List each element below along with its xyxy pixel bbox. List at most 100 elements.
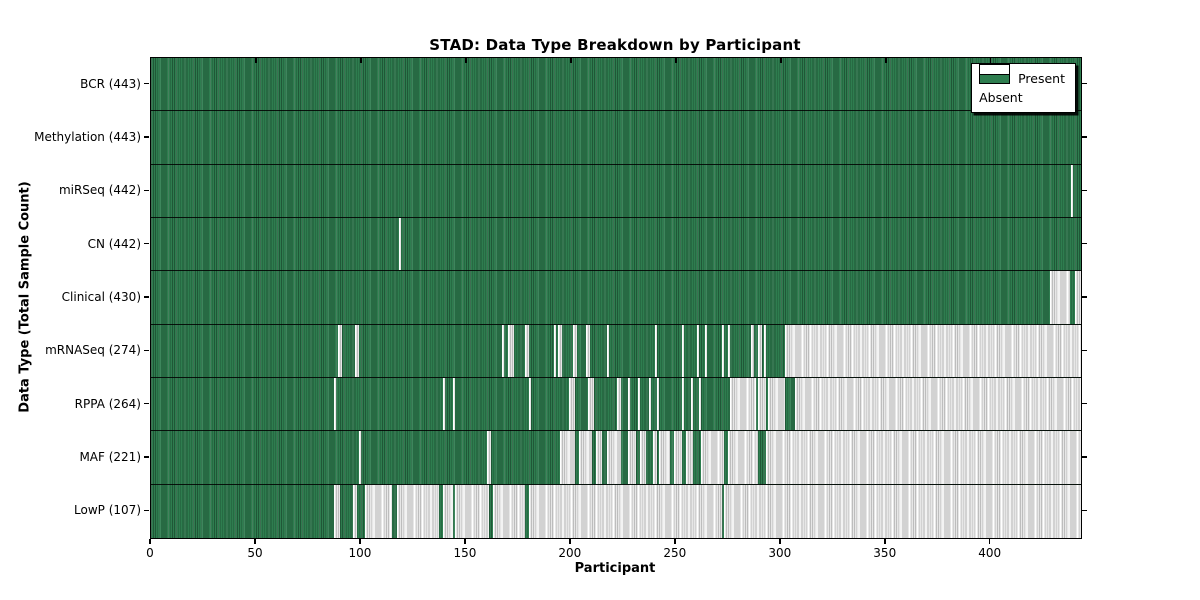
row-lowp [151,484,1081,538]
row-maf [151,431,1081,485]
absent-segment [337,324,343,377]
x-tick-bottom [149,538,151,544]
absent-segment [606,324,609,377]
absent-segment [585,324,590,377]
row-label-mrnaseq: mRNASeq (274) [45,343,141,358]
absent-segment [656,377,660,431]
x-tick-bottom [884,538,886,544]
absent-segment [724,484,1081,538]
absent-segment [453,377,456,431]
absent-segment [648,377,651,431]
absent-segment [396,484,439,538]
absent-segment [1049,271,1071,324]
absent-segment [652,431,657,484]
absent-segment [358,431,361,484]
row-label-mirseq: miRSeq (442) [58,183,141,198]
absent-segment [659,431,670,484]
x-tick-label: 250 [663,546,687,560]
row-bcr [151,58,1081,112]
row-cn [151,217,1081,272]
absent-segment [333,484,340,538]
absent-segment [528,484,722,538]
absent-segment [493,484,525,538]
absent-segment [606,431,622,484]
x-axis-label: Participant [574,561,656,576]
absent-segment [455,484,489,538]
legend-label-absent: Absent [979,90,1023,105]
absent-segment [579,431,592,484]
absent-segment [596,431,603,484]
absent-segment [766,431,1081,484]
absent-segment [398,217,401,271]
row-label-rppa: RPPA (264) [74,396,141,411]
row-label-lowp: LowP (107) [74,503,141,518]
absent-segment [698,377,702,431]
absent-segment [554,324,557,377]
absent-segment [617,377,622,431]
absent-segment [757,324,762,377]
absent-segment [501,324,504,377]
absent-segment [784,324,1081,377]
row-clinical [151,271,1081,325]
row-label-bcr: BCR (443) [80,76,141,91]
y-tick-left [144,349,149,352]
absent-segment [705,324,708,377]
absent-segment [764,324,767,377]
legend-swatch-absent [979,64,1011,75]
absent-segment [442,484,454,538]
y-tick-left [144,82,149,85]
x-tick-label: 50 [247,546,263,560]
absent-segment [442,377,445,431]
x-tick-label: 200 [558,546,582,560]
absent-segment [558,324,563,377]
row-rppa [151,377,1081,432]
x-tick-top [465,58,467,63]
row-label-maf: MAF (221) [79,450,141,464]
absent-segment [682,377,685,431]
x-tick-bottom [254,538,256,544]
legend-item-absent: Absent [979,64,1065,107]
absent-segment [486,431,492,484]
absent-segment [728,431,758,484]
absent-segment [627,431,636,484]
absent-segment [587,377,594,431]
row-mirseq [151,164,1081,218]
row-label-clinical: Clinical (430) [61,290,141,304]
x-tick-top [989,58,992,63]
y-tick-right [1082,82,1087,85]
absent-segment [722,324,725,377]
absent-segment [354,324,359,377]
x-tick-top [885,58,887,63]
absent-segment [682,324,685,377]
absent-segment [507,324,515,377]
y-tick-right [1082,189,1087,192]
absent-segment [333,377,336,431]
absent-segment [730,377,756,431]
x-tick-bottom [674,538,676,544]
y-tick-right [1082,509,1087,512]
absent-segment [638,377,641,431]
absent-segment [795,377,1081,431]
y-tick-right [1082,456,1087,458]
absent-segment [751,324,754,377]
absent-segment [560,431,576,484]
absent-segment [1074,271,1081,324]
plot-area: Present Absent [150,57,1082,539]
absent-segment [728,324,731,377]
y-tick-left [144,456,149,458]
absent-segment [627,377,630,431]
y-tick-left [144,509,149,512]
legend-label-present: Present [1018,71,1065,86]
y-tick-left [144,136,149,138]
absent-segment [696,324,699,377]
x-tick-bottom [569,538,571,544]
absent-segment [528,377,531,431]
absent-segment [690,377,693,431]
y-tick-right [1082,136,1087,138]
x-tick-top [780,58,782,63]
chart-title: STAD: Data Type Breakdown by Participant [429,36,801,54]
absent-segment [524,324,529,377]
y-tick-right [1082,402,1087,405]
absent-segment [352,484,357,538]
